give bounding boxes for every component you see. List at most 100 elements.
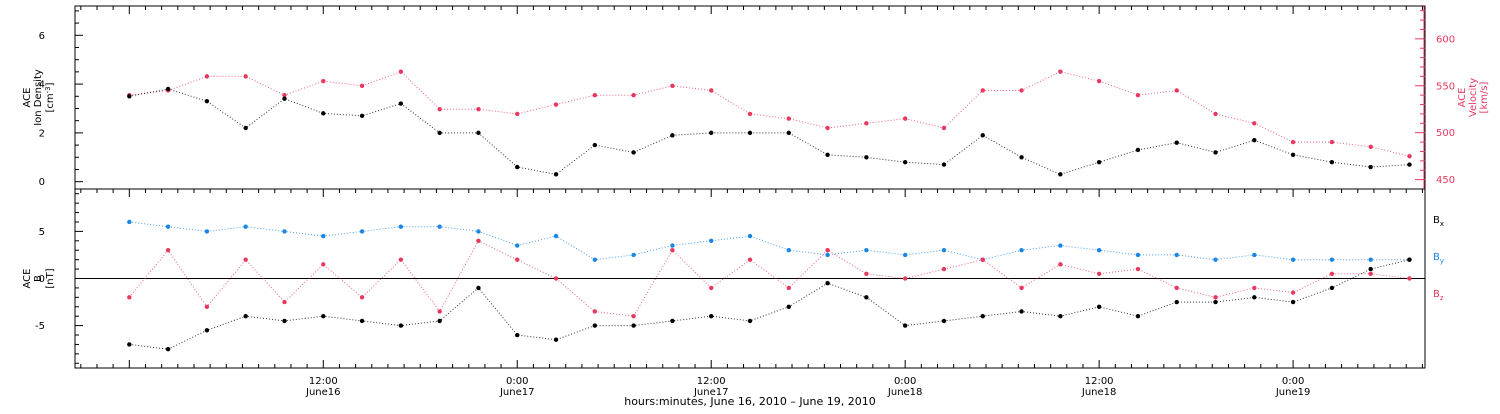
by-point (902, 252, 908, 258)
bz-point (515, 257, 520, 262)
velocity-point (321, 78, 326, 84)
y-axis-label-ion-density: Ion Density (33, 69, 44, 126)
density-point (1368, 164, 1373, 170)
y-axis-label-ace-bottom: ACE (22, 269, 33, 289)
legend-entry-bx: Bx (1433, 215, 1444, 228)
bx-point (670, 318, 675, 324)
y-tick-label-density: 2 (39, 128, 45, 139)
density-point (1019, 155, 1024, 160)
bz-point (1096, 271, 1102, 276)
y-tick-label-field: 0 (39, 274, 45, 285)
top-panel-frame (74, 5, 1426, 190)
density-point (1290, 152, 1296, 158)
bx-point (1290, 299, 1296, 305)
x-tick-label-date: June19 (1275, 387, 1311, 398)
bz-point (1368, 271, 1373, 276)
bz-trace (128, 240, 1410, 317)
density-point (1329, 159, 1335, 165)
velocity-point (1135, 92, 1141, 98)
by-point (709, 238, 714, 244)
bx-point (709, 313, 714, 319)
by-point (592, 257, 598, 262)
y-tick-label-field: -5 (35, 321, 45, 332)
bz-point (1252, 285, 1257, 291)
velocity-point (359, 83, 365, 88)
density-point (1213, 150, 1218, 155)
bz-point (1058, 262, 1063, 267)
density-point (359, 113, 365, 119)
velocity-point (476, 107, 481, 112)
bz-point (282, 299, 287, 305)
bx-point (204, 328, 210, 333)
by-point (747, 233, 753, 239)
bz-point (747, 257, 753, 262)
velocity-point (864, 121, 869, 126)
bx-point (1213, 299, 1218, 305)
velocity-point (243, 74, 248, 79)
x-tick-label-date: June16 (305, 387, 341, 398)
bz-point (786, 285, 791, 291)
bx-point (631, 323, 636, 328)
velocity-point (1290, 139, 1296, 145)
x-tick-label-time: 0:00 (506, 376, 528, 387)
y-tick-label-velocity: 450 (1436, 175, 1455, 186)
by-point (786, 248, 791, 253)
by-point (825, 252, 830, 258)
density-trace (129, 88, 1410, 175)
velocity-point (553, 102, 559, 107)
bx-trace (129, 259, 1410, 350)
density-point (1135, 147, 1141, 153)
density-point (243, 125, 248, 131)
bz-point (941, 266, 947, 272)
by-point (864, 248, 869, 253)
x-tick-label-time: 0:00 (1282, 376, 1304, 387)
by-point (941, 248, 947, 253)
y-tick-label-density: 4 (39, 80, 45, 91)
y-tick-label-velocity: 600 (1436, 34, 1455, 45)
density-point (1252, 138, 1257, 143)
bz-point (631, 313, 636, 319)
density-point (709, 130, 714, 136)
density-point (747, 130, 753, 136)
y-tick-label-field: 5 (39, 227, 45, 238)
velocity-point (204, 74, 210, 79)
bz-point (709, 285, 714, 291)
bx-point (1252, 295, 1257, 300)
x-tick-label-time: 12:00 (1085, 376, 1114, 387)
bz-point (825, 248, 830, 253)
y-axis-label-velocity: Velocity (1468, 78, 1479, 117)
velocity-trace (129, 71, 1410, 157)
x-tick-label-date: June18 (1081, 387, 1117, 398)
y-axis-label-velocity-unit: [km/s] (1479, 81, 1490, 113)
bz-point (553, 276, 559, 281)
x-axis-label: hours:minutes, June 16, 2010 – June 19, … (624, 395, 876, 408)
y-axis-label-density-unit: [cm-3] (44, 82, 56, 112)
y-axis-label-ace-top: ACE (22, 88, 33, 108)
velocity-point (1058, 69, 1063, 74)
by-point (670, 243, 675, 248)
density-point (631, 150, 636, 155)
velocity-point (1096, 78, 1102, 84)
bx-point (1096, 304, 1102, 309)
by-point (515, 243, 520, 248)
density-point (282, 96, 287, 101)
bz-point (1213, 295, 1218, 300)
density-point (398, 101, 404, 106)
velocity-point (709, 88, 714, 93)
y-tick-label-velocity: 500 (1436, 128, 1455, 139)
velocity-point (670, 83, 675, 88)
y-axis-label-b-unit: [nT] (45, 268, 56, 288)
bz-point (670, 248, 675, 253)
bx-point (592, 323, 598, 328)
density-point (1096, 159, 1102, 165)
y-tick-label-density: 6 (39, 31, 45, 42)
legend-entry-by: By (1433, 252, 1444, 265)
bz-point (127, 295, 132, 300)
x-tick-label-date: June17 (499, 387, 535, 398)
bz-point (359, 295, 365, 300)
velocity-point (825, 125, 830, 131)
y-tick-label-velocity: 550 (1436, 81, 1455, 92)
by-trace (129, 221, 1410, 261)
velocity-point (902, 116, 908, 121)
